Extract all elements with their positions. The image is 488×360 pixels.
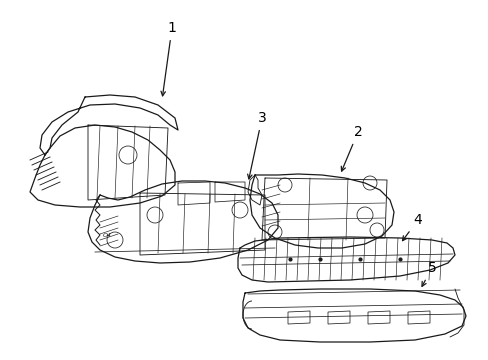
Text: 3: 3 xyxy=(247,111,266,179)
Text: O4: O4 xyxy=(102,233,111,238)
Text: 4: 4 xyxy=(402,213,422,241)
Text: 5: 5 xyxy=(421,261,435,286)
Text: 1: 1 xyxy=(161,21,176,96)
Text: 2: 2 xyxy=(341,125,362,171)
